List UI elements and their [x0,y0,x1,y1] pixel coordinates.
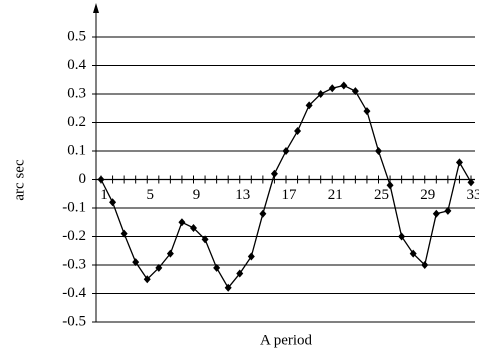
point [398,232,406,241]
y-tick-label: -0.5 [62,313,86,329]
y-tick-label: -0.3 [62,256,86,272]
point [328,84,336,93]
point [432,209,440,218]
point [166,249,174,258]
point [421,261,429,269]
x-tick-label: 9 [193,187,201,203]
x-axis-label: A period [260,332,313,348]
point [155,263,163,272]
y-tick-label: 0 [79,171,87,187]
point [201,235,209,244]
point [467,178,475,187]
point [294,127,302,136]
point [386,181,394,190]
point [132,258,140,267]
point [109,198,117,207]
y-axis-arrow [93,3,99,13]
point [455,158,463,167]
y-tick-label: -0.2 [62,228,86,244]
x-tick-label: 29 [420,187,435,203]
point [97,175,105,184]
point [224,283,232,292]
point [375,147,382,155]
point [444,206,452,215]
point [178,218,186,227]
x-tick-label: 13 [235,187,250,203]
point [363,107,371,116]
y-tick-label: -0.4 [62,285,86,301]
x-tick-label: 33 [467,187,479,203]
point [247,252,255,261]
point [213,263,221,272]
x-tick-label: 1 [100,187,108,203]
point [409,249,417,258]
x-tick-label: 21 [328,187,343,203]
x-tick-label: 25 [374,187,389,203]
y-tick-label: 0.4 [67,57,86,73]
point [340,81,348,90]
point [317,90,325,98]
x-tick-label: 5 [147,187,155,203]
point [282,147,290,155]
point [120,229,128,238]
point [259,209,267,218]
point [143,275,151,284]
point [351,87,359,96]
y-tick-label: 0.2 [67,114,86,130]
y-tick-label: 0.3 [67,85,86,101]
y-tick-label: 0.5 [67,28,86,44]
point [236,269,244,278]
point [305,101,313,110]
y-tick-label: -0.1 [62,199,86,215]
point [190,223,197,232]
x-tick-label: 17 [282,187,298,203]
y-axis-label: arc sec [11,159,27,201]
point [270,169,278,178]
y-tick-label: 0.1 [67,142,86,158]
